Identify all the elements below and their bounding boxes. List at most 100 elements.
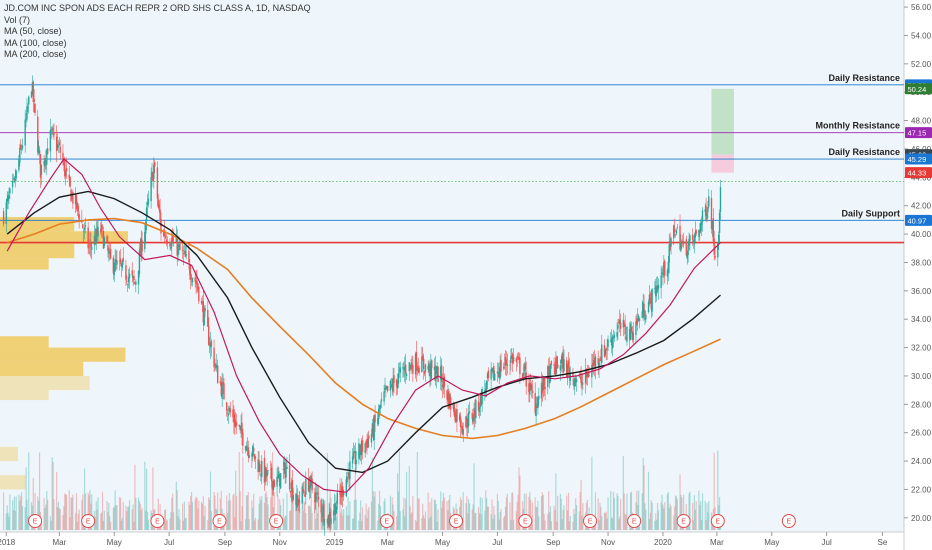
candle-body[interactable] (182, 253, 185, 255)
candle-body[interactable] (62, 152, 64, 162)
earnings-marker[interactable] (379, 514, 394, 528)
candle-body[interactable] (190, 280, 193, 282)
candle-body[interactable] (304, 494, 306, 497)
candle-body[interactable] (643, 303, 645, 318)
candle-body[interactable] (384, 387, 386, 391)
candle-body[interactable] (563, 359, 565, 372)
candle-body[interactable] (69, 176, 71, 187)
earnings-marker[interactable] (150, 514, 165, 528)
candle-body[interactable] (39, 154, 42, 178)
candle-body[interactable] (481, 389, 483, 405)
candle-body[interactable] (510, 356, 512, 364)
candle-body[interactable] (581, 381, 583, 386)
candle-body[interactable] (689, 235, 691, 241)
candle-body[interactable] (511, 355, 513, 358)
candle-body[interactable] (315, 492, 318, 494)
candle-body[interactable] (535, 403, 537, 416)
candle-body[interactable] (248, 455, 250, 458)
candle-body[interactable] (202, 301, 204, 323)
candle-body[interactable] (676, 227, 679, 228)
candle-body[interactable] (480, 392, 482, 406)
candle-body[interactable] (71, 193, 73, 199)
candle-body[interactable] (368, 435, 370, 440)
candle-body[interactable] (497, 372, 500, 375)
candle-body[interactable] (695, 230, 697, 234)
candle-body[interactable] (286, 466, 288, 470)
candle-body[interactable] (440, 365, 443, 382)
candle-body[interactable] (164, 236, 167, 238)
candle-body[interactable] (687, 244, 689, 256)
candle-body[interactable] (307, 478, 310, 491)
candle-body[interactable] (90, 242, 92, 247)
earnings-marker[interactable] (518, 514, 533, 528)
candle-body[interactable] (198, 287, 200, 302)
candle-body[interactable] (456, 409, 458, 422)
candle-body[interactable] (138, 250, 141, 274)
candle-body[interactable] (291, 480, 294, 499)
candle-body[interactable] (308, 485, 311, 492)
candle-body[interactable] (675, 230, 678, 234)
price-tag[interactable] (905, 127, 932, 139)
candle-body[interactable] (322, 505, 324, 518)
candle-body[interactable] (416, 368, 419, 372)
candle-body[interactable] (81, 221, 83, 223)
candle-body[interactable] (517, 356, 519, 359)
candle-body[interactable] (399, 367, 401, 373)
candle-body[interactable] (320, 499, 322, 513)
candle-body[interactable] (170, 246, 172, 249)
candle-body[interactable] (471, 412, 473, 419)
candle-body[interactable] (270, 467, 273, 482)
candle-body[interactable] (367, 438, 369, 448)
candle-body[interactable] (152, 173, 154, 182)
candle-body[interactable] (188, 251, 190, 263)
time-axis[interactable] (0, 532, 904, 550)
candle-body[interactable] (522, 372, 525, 376)
candle-body[interactable] (65, 167, 68, 172)
candle-body[interactable] (134, 282, 136, 284)
candle-body[interactable] (550, 361, 553, 366)
candle-body[interactable] (718, 234, 720, 243)
candle-body[interactable] (68, 174, 70, 180)
candle-body[interactable] (241, 422, 243, 435)
candle-body[interactable] (163, 230, 166, 237)
candle-body[interactable] (101, 227, 104, 229)
candle-body[interactable] (194, 277, 196, 282)
candle-body[interactable] (534, 393, 536, 413)
candle-body[interactable] (699, 229, 701, 233)
candle-body[interactable] (339, 492, 341, 495)
candle-body[interactable] (132, 275, 134, 278)
candle-body[interactable] (484, 390, 486, 392)
candle-body[interactable] (694, 232, 697, 238)
candle-body[interactable] (323, 504, 325, 523)
candle-body[interactable] (521, 373, 524, 378)
candle-body[interactable] (352, 452, 355, 459)
candle-body[interactable] (654, 288, 656, 289)
candle-body[interactable] (673, 225, 675, 239)
candle-body[interactable] (163, 231, 165, 236)
candle-body[interactable] (346, 476, 348, 483)
candle-body[interactable] (561, 355, 563, 360)
candle-body[interactable] (263, 458, 266, 483)
candle-body[interactable] (159, 209, 161, 220)
candle-body[interactable] (13, 177, 16, 180)
candle-body[interactable] (195, 280, 197, 284)
candle-body[interactable] (242, 432, 244, 446)
candle-body[interactable] (234, 419, 236, 427)
candle-body[interactable] (207, 309, 209, 327)
candle-body[interactable] (410, 363, 412, 370)
candle-body[interactable] (404, 366, 406, 372)
candle-body[interactable] (648, 294, 651, 304)
candle-body[interactable] (656, 285, 659, 292)
plot-area[interactable] (0, 0, 904, 532)
candle-body[interactable] (257, 459, 259, 473)
legend-ma100[interactable]: MA (100, close) (4, 37, 67, 48)
candle-body[interactable] (147, 198, 150, 204)
candle-body[interactable] (221, 382, 223, 399)
candle-body[interactable] (87, 227, 89, 249)
candle-body[interactable] (115, 259, 117, 262)
candle-body[interactable] (494, 373, 496, 381)
candle-body[interactable] (26, 106, 28, 120)
candle-body[interactable] (209, 342, 212, 348)
candle-body[interactable] (366, 439, 368, 448)
candle-body[interactable] (503, 363, 506, 365)
